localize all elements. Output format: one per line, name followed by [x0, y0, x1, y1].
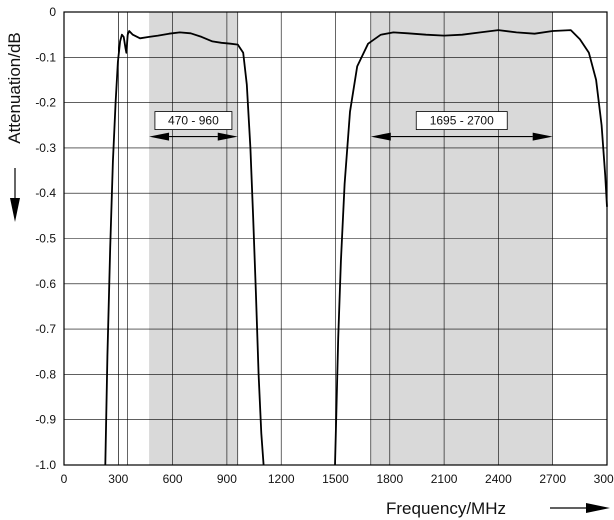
plot-frame	[63, 11, 608, 466]
x-tick-label: 2100	[431, 472, 458, 486]
x-tick-label: 300	[108, 472, 128, 486]
y-tick-label: -0.9	[35, 413, 56, 427]
x-tick-label: 900	[217, 472, 237, 486]
series-line-segment-0	[104, 30, 265, 466]
x-tick-label: 2700	[539, 472, 566, 486]
y-tick-label: 0	[49, 5, 56, 19]
y-tick-label: -0.6	[35, 277, 56, 291]
y-axis-arrowhead	[10, 198, 20, 222]
y-tick-label: -0.3	[35, 141, 56, 155]
series-line-segment-1	[334, 29, 608, 466]
y-tick-label: -0.7	[35, 322, 56, 336]
band-annotations: 470 - 960 1695 - 2700	[149, 111, 553, 141]
y-tick-label: -0.8	[35, 367, 56, 381]
y-tick-label: -1.0	[35, 458, 56, 472]
x-tick-label: 0	[61, 472, 68, 486]
x-tick-label: 1200	[268, 472, 295, 486]
x-tick-label: 1800	[376, 472, 403, 486]
y-tick-label: -0.2	[35, 96, 56, 110]
x-tick-label: 600	[163, 472, 183, 486]
band-arrowhead-left-1	[370, 132, 391, 141]
x-tick-label: 1500	[322, 472, 349, 486]
x-tick-label: 2400	[485, 472, 512, 486]
band-label-box-0	[154, 111, 233, 130]
band-label-box-1	[415, 111, 508, 130]
y-tick-label: -0.1	[35, 50, 56, 64]
band-label-1: 1695 - 2700	[430, 114, 494, 128]
y-tick-label: -0.5	[35, 232, 56, 246]
x-axis-title: Frequency/MHz	[386, 499, 506, 518]
band-label-0: 470 - 960	[168, 114, 219, 128]
x-axis-arrowhead	[586, 503, 610, 513]
y-axis-title: Attenuation/dB	[5, 32, 24, 144]
band-arrowhead-right-1	[532, 132, 553, 141]
band-arrowhead-left-0	[149, 132, 170, 141]
y-tick-label: -0.4	[35, 186, 56, 200]
series	[104, 29, 608, 466]
band-arrowhead-right-0	[217, 132, 238, 141]
y-tick-labels: 0 -0.1 -0.2 -0.3 -0.4 -0.5 -0.6 -0.7 -0.8 -0.9 -1.…	[35, 5, 56, 472]
